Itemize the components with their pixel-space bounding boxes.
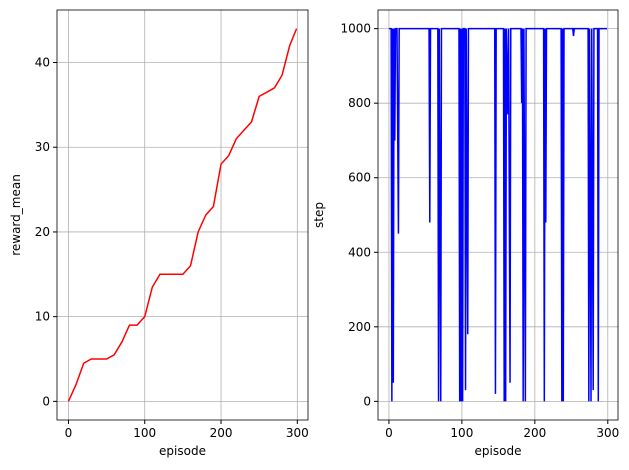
x-tick-label: 300	[596, 426, 619, 440]
data-line	[67, 28, 298, 402]
y-tick-label: 0	[42, 394, 50, 408]
y-axis-label: step	[312, 202, 326, 228]
x-tick-label: 200	[523, 426, 546, 440]
y-tick-label: 40	[35, 56, 50, 70]
x-axis-label: episode	[159, 444, 206, 458]
axes-frame	[377, 9, 619, 421]
y-axis-label: reward_mean	[9, 174, 23, 256]
y-tick-label: 0	[363, 394, 371, 408]
axes-frame	[56, 9, 309, 421]
y-tick-label: 400	[348, 245, 371, 259]
y-tick-label: 1000	[340, 22, 371, 36]
x-tick-label: 0	[65, 426, 73, 440]
y-tick-label: 10	[35, 310, 50, 324]
y-tick-label: 800	[348, 96, 371, 110]
x-axis-label: episode	[475, 444, 522, 458]
x-tick-label: 300	[286, 426, 309, 440]
data-line	[388, 27, 608, 402]
y-tick-label: 20	[35, 225, 50, 239]
x-tick-label: 100	[450, 426, 473, 440]
x-tick-label: 0	[385, 426, 393, 440]
x-tick-label: 100	[133, 426, 156, 440]
y-tick-label: 30	[35, 140, 50, 154]
y-tick-label: 600	[348, 171, 371, 185]
x-tick-label: 200	[210, 426, 233, 440]
y-tick-label: 200	[348, 320, 371, 334]
